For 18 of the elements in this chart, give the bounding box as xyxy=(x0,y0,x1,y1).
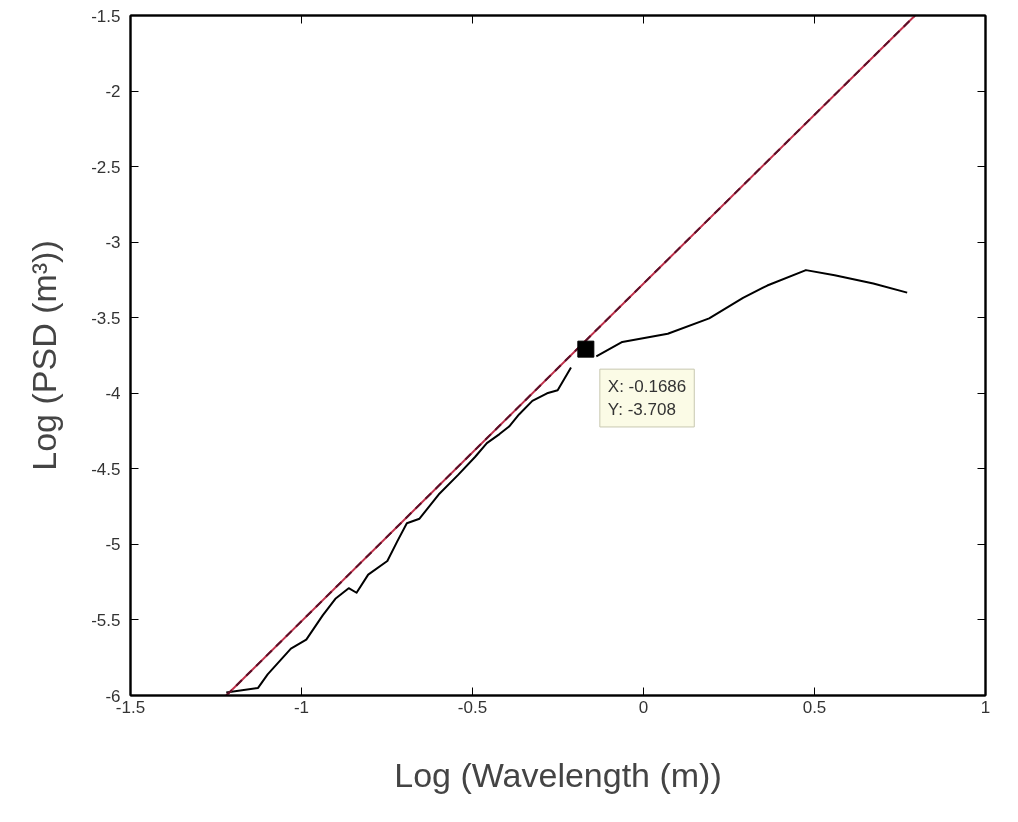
y-tick-label: -2.5 xyxy=(91,157,121,177)
line-series xyxy=(225,366,572,694)
y-tick-label: -4.5 xyxy=(91,459,121,479)
y-tick-label: -3 xyxy=(105,233,121,253)
annotation: X: -0.1686 Y: -3.708 xyxy=(607,377,687,419)
x-tick-label: 0.5 xyxy=(802,697,827,717)
y-tick-label: -1.5 xyxy=(91,6,121,26)
y-tick-label: -3.5 xyxy=(91,308,121,328)
y-tick-label: -5.5 xyxy=(91,610,121,630)
y-tick-label: -4 xyxy=(105,384,121,404)
x-tick-label: -0.5 xyxy=(457,697,488,717)
x-tick-label: 1 xyxy=(980,697,991,717)
y-axis-title: Log (PSD (m³)) xyxy=(25,240,64,471)
y-tick-label: -5 xyxy=(105,535,121,555)
x-tick-label: 0 xyxy=(638,697,649,717)
y-tick-label: -2 xyxy=(105,82,121,102)
x-axis-title: Log (Wavelength (m)) xyxy=(394,755,722,794)
x-tick-label: -1 xyxy=(293,697,310,717)
